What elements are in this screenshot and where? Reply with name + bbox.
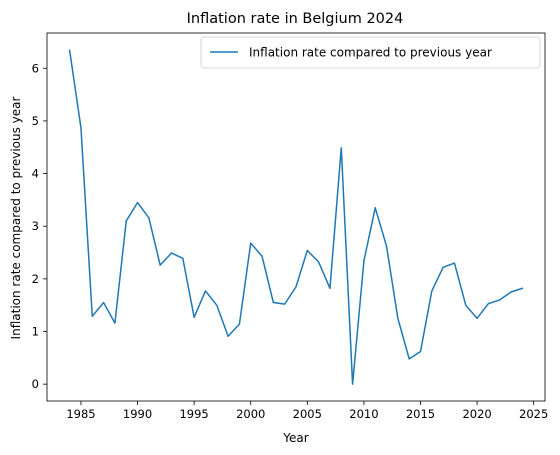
x-tick-label: 2005 — [293, 407, 322, 421]
y-tick-label: 4 — [32, 167, 39, 181]
y-tick-label: 6 — [32, 61, 39, 75]
legend-box — [200, 36, 541, 69]
x-tick-label: 2015 — [406, 407, 435, 421]
y-tick-label: 3 — [32, 219, 39, 233]
plot-frame — [46, 32, 546, 402]
y-axis: 0 1 2 3 4 5 6 — [32, 61, 47, 391]
x-tick-label: 2010 — [349, 407, 378, 421]
y-tick-label: 2 — [32, 272, 39, 286]
legend-label: Inflation rate compared to previous year — [249, 46, 492, 60]
x-tick-label: 2020 — [462, 407, 491, 421]
x-axis-label: Year — [282, 431, 308, 445]
y-tick-label: 0 — [32, 377, 39, 391]
x-tick-label: 2000 — [236, 407, 265, 421]
series-line — [68, 49, 524, 385]
x-axis: 1985 1990 1995 2000 2005 2010 2015 2020 2025 — [66, 401, 548, 421]
x-tick-label: 1995 — [179, 407, 208, 421]
plot-area — [68, 49, 524, 385]
y-tick-label: 5 — [32, 114, 39, 128]
chart-title: Inflation rate in Belgium 2024 — [187, 11, 404, 27]
x-tick-label: 1985 — [66, 407, 95, 421]
x-tick-label: 1990 — [123, 407, 152, 421]
legend: Inflation rate compared to previous year — [200, 36, 541, 69]
y-axis-label: Inflation rate compared to previous year — [9, 96, 23, 339]
y-tick-label: 1 — [32, 325, 39, 339]
x-tick-label: 2025 — [519, 407, 548, 421]
